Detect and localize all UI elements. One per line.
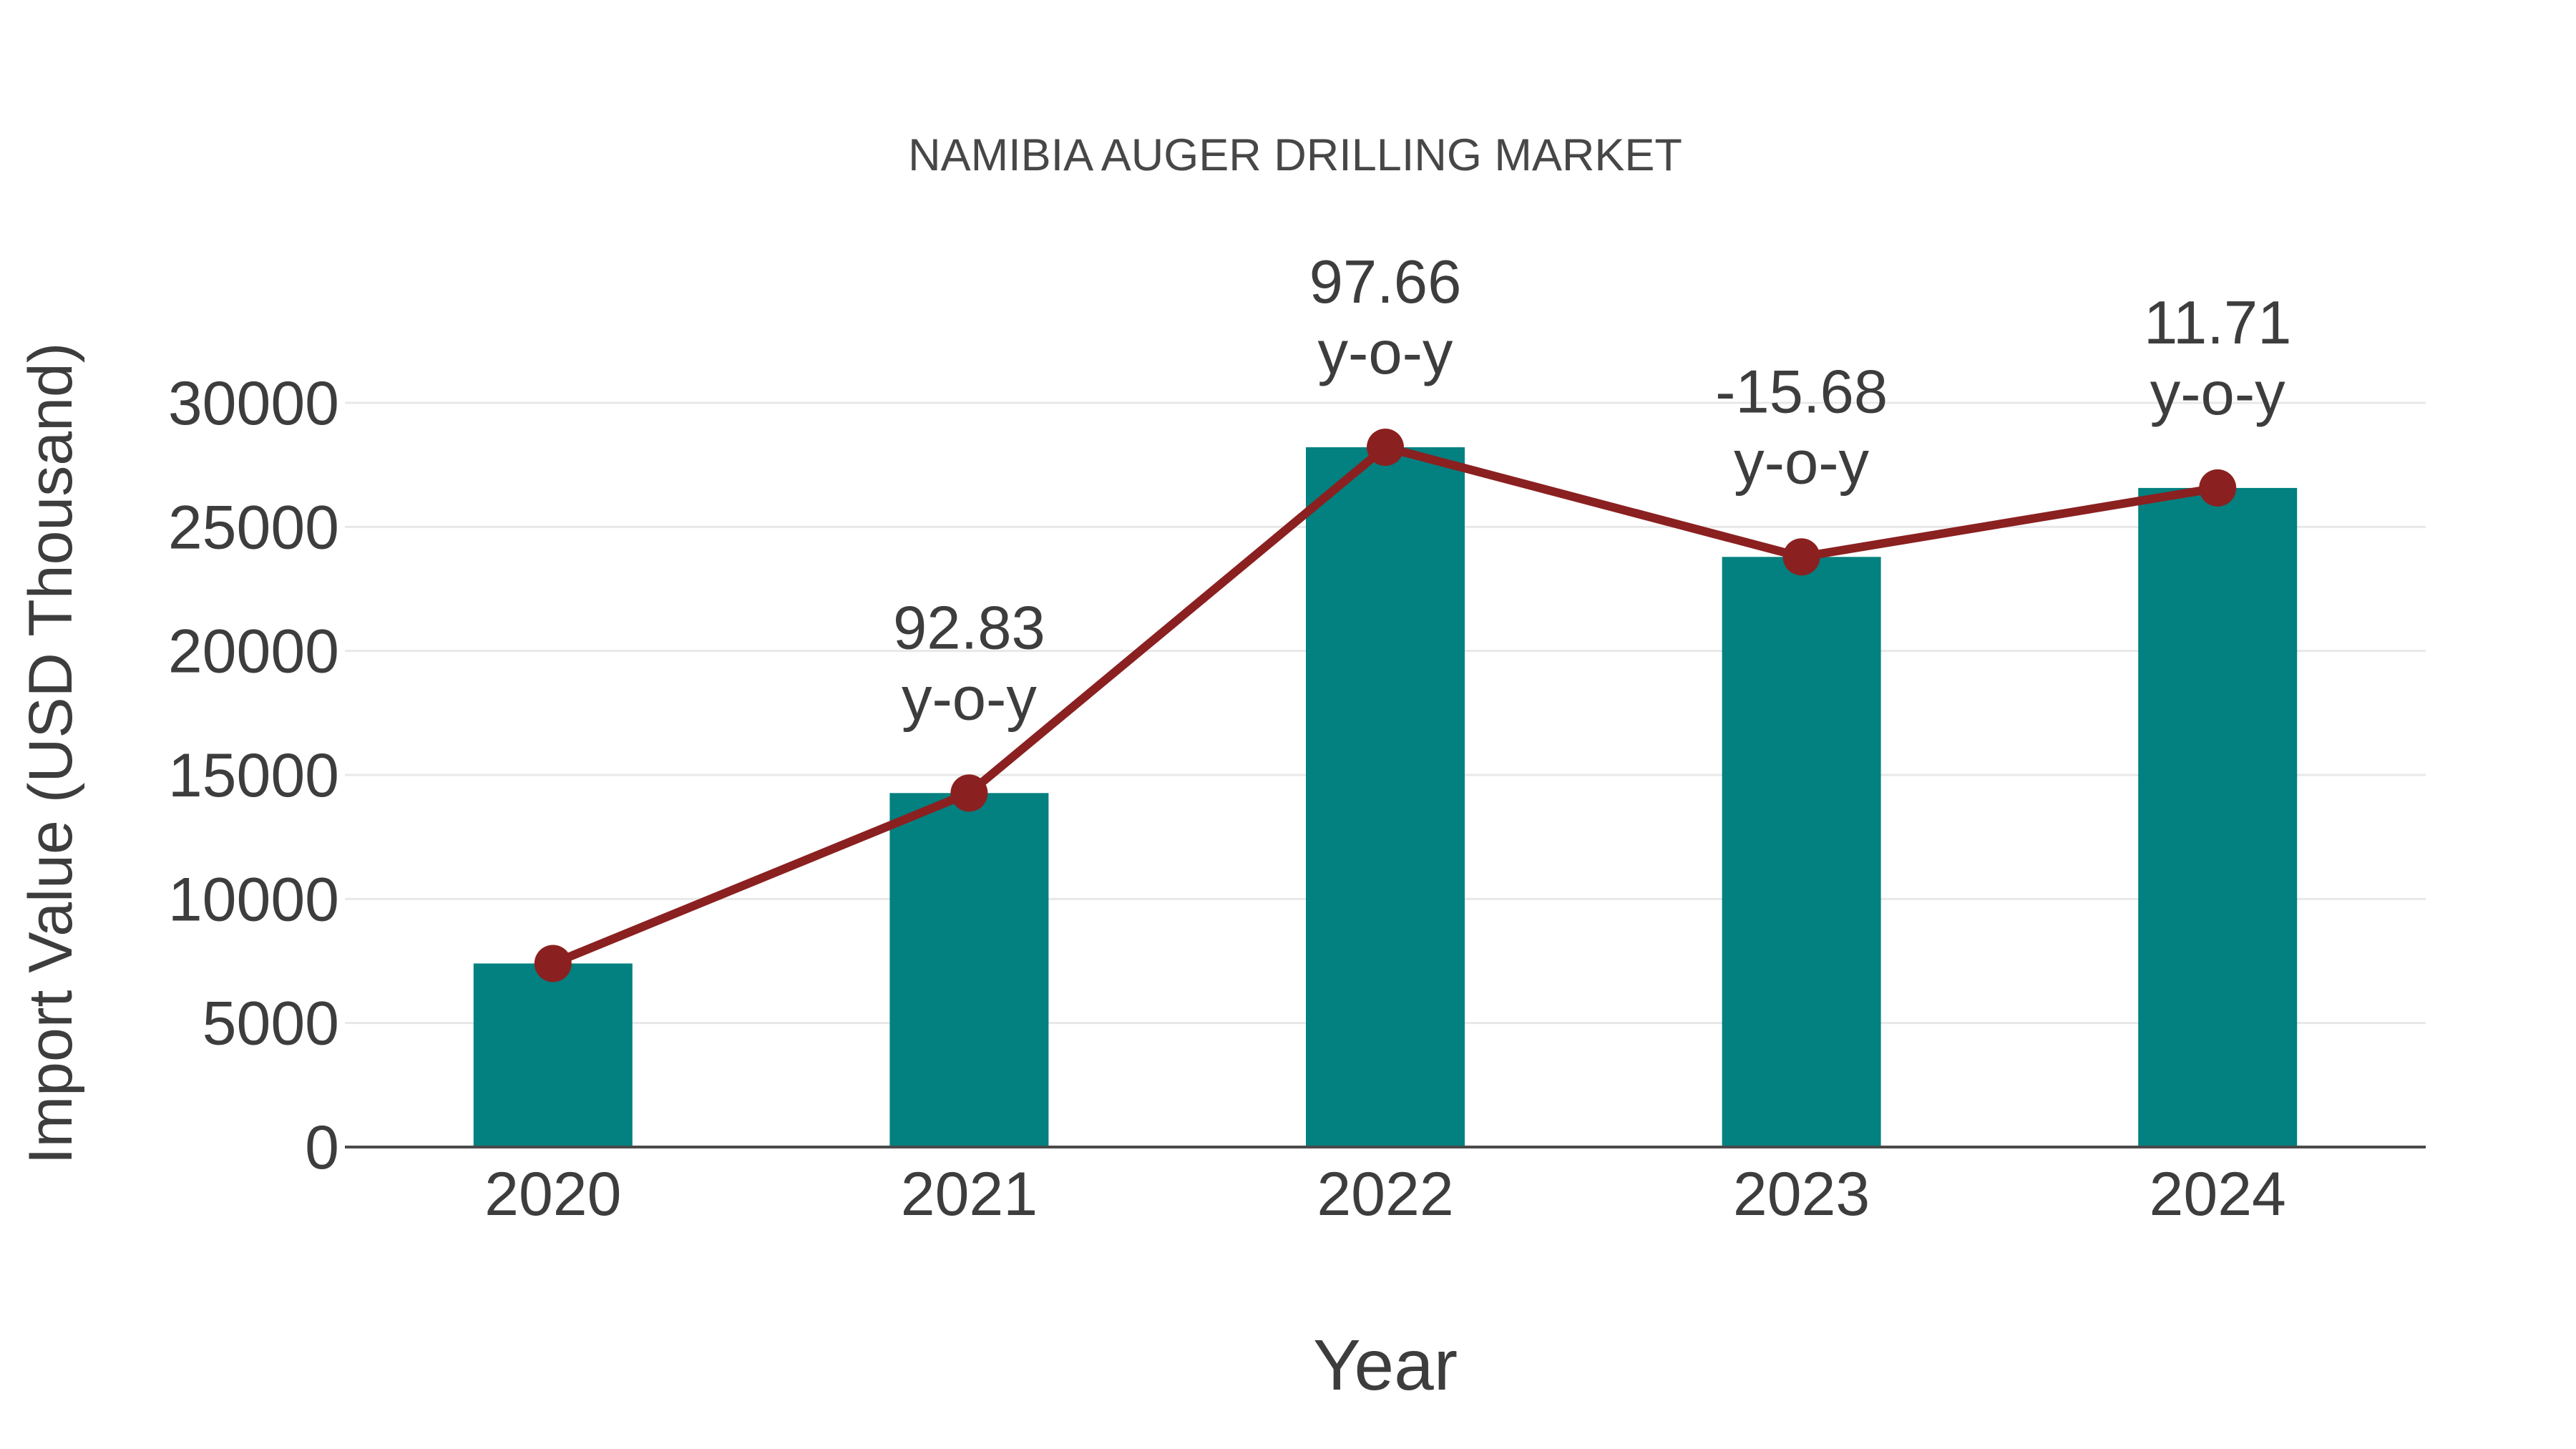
annotation-2022-unit: y-o-y xyxy=(1318,319,1453,387)
x-tick-2020: 2020 xyxy=(484,1160,621,1229)
x-tick-labels-group: 2020 2021 2022 2023 2024 xyxy=(484,1160,2286,1229)
x-tick-2024: 2024 xyxy=(2150,1160,2286,1229)
bar-2021 xyxy=(889,793,1049,1147)
annotation-2021-unit: y-o-y xyxy=(902,665,1037,733)
bar-2024 xyxy=(2138,487,2298,1147)
marker-2021 xyxy=(950,774,988,812)
annotation-2021-value: 92.83 xyxy=(893,594,1045,662)
chart-title: NAMIBIA AUGER DRILLING MARKET xyxy=(908,130,1682,180)
marker-2020 xyxy=(534,945,572,982)
y-tick-15000: 15000 xyxy=(168,741,339,810)
x-tick-2023: 2023 xyxy=(1733,1160,1870,1229)
bars-group xyxy=(473,447,2298,1147)
bar-2022 xyxy=(1306,447,1465,1147)
bar-2023 xyxy=(1722,557,1881,1147)
annotations-group: 92.83y-o-y97.66y-o-y-15.68y-o-y11.71y-o-… xyxy=(893,248,2291,733)
y-tick-25000: 25000 xyxy=(168,493,339,562)
y-tick-5000: 5000 xyxy=(203,990,339,1058)
marker-2022 xyxy=(1367,429,1404,467)
bar-2020 xyxy=(473,963,633,1147)
annotation-2022-value: 97.66 xyxy=(1309,248,1462,316)
annotation-2023-unit: y-o-y xyxy=(1734,429,1869,497)
y-tick-0: 0 xyxy=(305,1113,339,1182)
annotation-2024-unit: y-o-y xyxy=(2150,360,2285,428)
y-axis-label: Import Value (USD Thousand) xyxy=(16,343,85,1165)
y-tick-30000: 30000 xyxy=(168,369,339,438)
marker-2024 xyxy=(2199,469,2237,507)
annotation-2023-value: -15.68 xyxy=(1715,358,1888,426)
marker-2023 xyxy=(1782,538,1820,576)
annotation-2024-value: 11.71 xyxy=(2144,289,2291,357)
y-tick-labels-group: 0 5000 10000 15000 20000 25000 30000 xyxy=(168,369,339,1182)
trend-line-group xyxy=(534,429,2237,982)
x-tick-2021: 2021 xyxy=(901,1160,1038,1229)
y-tick-20000: 20000 xyxy=(168,618,339,686)
x-axis-label: Year xyxy=(1313,1325,1458,1405)
x-tick-2022: 2022 xyxy=(1317,1160,1453,1229)
y-tick-10000: 10000 xyxy=(168,865,339,934)
